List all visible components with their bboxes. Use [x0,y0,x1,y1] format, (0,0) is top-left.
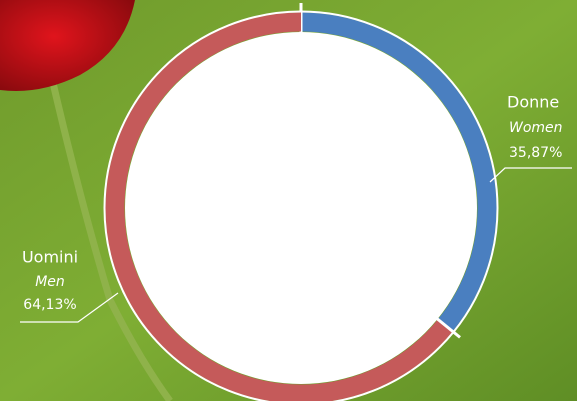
category-label: Uomini [22,248,78,267]
translation-label: Men [35,274,65,290]
value-label: 35,87% [509,145,562,161]
translation-label: Women [509,120,563,136]
chart: Donne Women 35,87% Uomini Men 64,13% [0,0,577,401]
donut-hole [125,32,477,384]
value-label: 64,13% [23,297,76,313]
category-label: Donne [507,93,559,112]
